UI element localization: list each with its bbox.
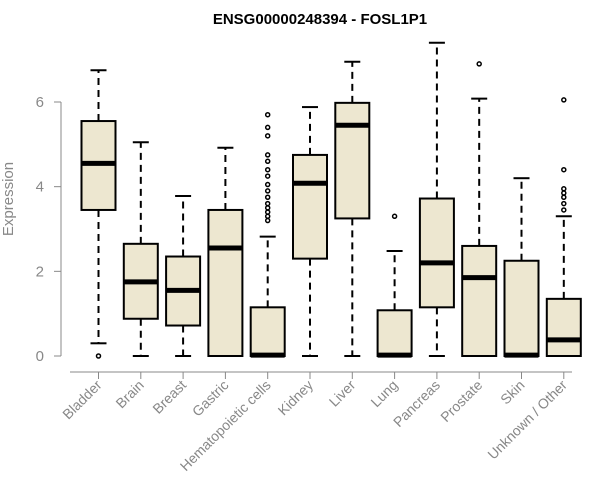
- outlier-point: [561, 186, 567, 192]
- outlier-point: [391, 213, 398, 220]
- outlier-point: [264, 111, 271, 118]
- x-tick-label: Skin: [497, 377, 528, 408]
- outlier-point: [476, 61, 482, 67]
- iqr-box: [376, 309, 413, 357]
- outlier-point: [264, 152, 271, 158]
- x-tick-label: Prostate: [437, 377, 485, 425]
- iqr-box: [249, 306, 286, 358]
- box-group: [165, 194, 202, 357]
- iqr-box: [207, 208, 244, 357]
- outlier-point: [264, 213, 271, 220]
- box-group: [292, 106, 328, 357]
- y-ticks: 0 2 4 6: [36, 94, 61, 365]
- outlier-point: [561, 194, 567, 200]
- outlier-point: [264, 200, 271, 207]
- y-tick-label: 6: [36, 94, 44, 111]
- boxes-group: [80, 41, 582, 359]
- outlier-point: [264, 188, 271, 194]
- outlier-point: [561, 166, 567, 173]
- box-group: [249, 111, 286, 358]
- outlier-point: [561, 200, 567, 207]
- outlier-point: [561, 190, 567, 196]
- iqr-box: [292, 153, 328, 260]
- box-group: [207, 146, 244, 357]
- box-group: [545, 97, 582, 358]
- x-tick-label: Unknown / Other: [484, 377, 570, 463]
- outlier-point: [264, 124, 271, 131]
- outlier-point: [561, 207, 567, 213]
- chart-title: ENSG00000248394 - FOSL1P1: [213, 11, 427, 28]
- outlier-point: [264, 173, 271, 179]
- outlier-point: [95, 353, 102, 359]
- y-tick-label: 0: [36, 348, 44, 365]
- iqr-box: [545, 297, 582, 358]
- outlier-point: [264, 205, 271, 211]
- x-tick-label: Breast: [149, 377, 189, 417]
- box-group: [334, 60, 371, 357]
- outlier-point: [264, 166, 271, 173]
- x-tick-label: Kidney: [275, 377, 317, 419]
- iqr-box: [418, 197, 455, 309]
- iqr-box: [503, 259, 540, 357]
- outlier-point: [264, 181, 271, 188]
- box-group: [376, 213, 413, 358]
- outlier-point: [264, 158, 271, 165]
- box-group: [122, 141, 159, 357]
- iqr-box: [461, 244, 498, 357]
- y-axis-label: Expression: [0, 162, 17, 236]
- x-tick-label: Bladder: [59, 377, 105, 423]
- box-group: [503, 177, 540, 358]
- y-tick-label: 2: [36, 263, 44, 280]
- outlier-point: [561, 97, 567, 103]
- x-tick-label: Brain: [112, 377, 146, 411]
- box-group: [461, 61, 498, 357]
- iqr-box: [334, 101, 371, 220]
- x-tick-label: Lung: [367, 377, 400, 410]
- x-tick-label: Liver: [326, 377, 359, 410]
- outlier-point: [264, 133, 271, 139]
- box-group: [418, 41, 455, 357]
- outlier-point: [264, 217, 271, 224]
- outlier-point: [264, 194, 271, 200]
- x-tick-label: Pancreas: [390, 377, 443, 430]
- y-tick-label: 4: [36, 179, 44, 196]
- box-group: [80, 69, 117, 359]
- outlier-point: [264, 209, 271, 215]
